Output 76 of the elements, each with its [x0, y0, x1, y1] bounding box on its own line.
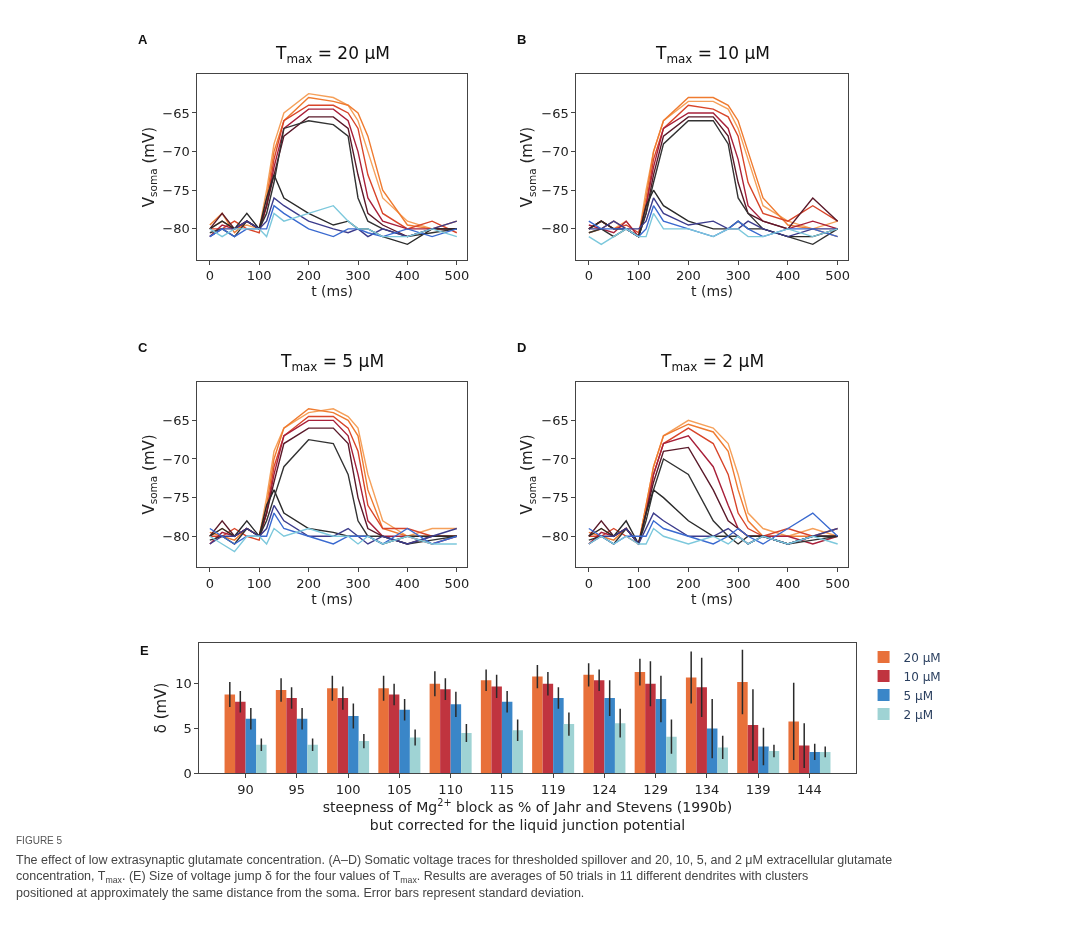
- x-tick-label: 100: [246, 575, 272, 591]
- x-tick-label: 500: [444, 575, 470, 591]
- x-tick-label: 0: [584, 575, 593, 591]
- y-tick-label: −75: [162, 182, 190, 198]
- legend-label: 2 µM: [903, 707, 934, 722]
- x-tick-label: 200: [675, 575, 701, 591]
- x-tick-label: 100: [335, 782, 361, 798]
- text: C: [138, 340, 148, 355]
- x-tick-label: 500: [825, 268, 851, 284]
- chart-title: T$_{max}$ = 2 µM: [660, 351, 765, 374]
- x-tick-label: 300: [725, 575, 751, 591]
- y-tick-label: −65: [541, 412, 569, 428]
- x-tick-label: 0: [205, 575, 214, 591]
- legend-label: 10 µM: [903, 669, 941, 684]
- text: E: [140, 643, 149, 658]
- text: D: [517, 340, 527, 355]
- x-tick-label: 400: [394, 268, 420, 284]
- x-tick-label: 400: [775, 575, 801, 591]
- x-tick-label: 100: [626, 268, 652, 284]
- x-tick-label: 134: [694, 782, 720, 798]
- y-tick-label: −80: [541, 528, 569, 544]
- x-axis-title: t (ms): [691, 283, 733, 300]
- x-tick-label: 90: [237, 782, 254, 798]
- y-tick-label: −65: [541, 105, 569, 121]
- y-axis-title: δ (mV): [152, 682, 171, 734]
- legend-label: 20 µM: [903, 650, 941, 665]
- x-tick-label: 115: [489, 782, 515, 798]
- y-tick-label: 5: [183, 721, 192, 737]
- x-tick-label: 500: [444, 268, 470, 284]
- chart-title: T$_{max}$ = 5 µM: [280, 351, 385, 374]
- chart-title: T$_{max}$ = 20 µM: [275, 43, 390, 66]
- x-axis-title: t (ms): [311, 590, 353, 607]
- x-tick-label: 400: [394, 575, 420, 591]
- y-tick-label: −70: [162, 144, 190, 160]
- x-tick-label: 400: [775, 268, 801, 284]
- x-tick-label: 0: [205, 268, 214, 284]
- x-tick-label: 100: [626, 575, 652, 591]
- x-tick-label: 300: [725, 268, 751, 284]
- caption: FIGURE 5: [16, 835, 63, 846]
- x-tick-label: 200: [296, 575, 322, 591]
- legend-label: 5 µM: [903, 688, 934, 703]
- y-tick-label: −70: [162, 451, 190, 467]
- x-axis-title: t (ms): [691, 590, 733, 607]
- x-tick-label: 139: [745, 782, 771, 798]
- x-axis-title: t (ms): [311, 283, 353, 300]
- y-tick-label: −80: [162, 221, 190, 237]
- text: The effect of low extrasynaptic glutamate concentration. (A–D) Somatic voltage traces for thresholded spillover and 20, 10, 5, and 2 μM extracellular glutamate concentration, T$_{max}$. (E) Size of voltage jump δ for the four values of T$_{max}$. Results are averages of 50 trials in 11 different dendrites with clusters positioned at approximately the same distance from the soma. Error bars represent standard deviation.: [16, 853, 893, 900]
- x-tick-label: 95: [288, 782, 306, 798]
- x-tick-label: 129: [643, 782, 669, 798]
- x-tick-label: 0: [584, 268, 593, 284]
- y-tick-label: −70: [541, 451, 569, 467]
- y-tick-label: −80: [162, 528, 190, 544]
- y-tick-label: −80: [541, 221, 569, 237]
- x-tick-label: 105: [386, 782, 412, 798]
- text: B: [517, 32, 527, 47]
- y-tick-label: 0: [183, 765, 192, 781]
- x-tick-label: 300: [345, 268, 371, 284]
- x-tick-label: 300: [345, 575, 371, 591]
- y-tick-label: −70: [541, 144, 569, 160]
- x-tick-label: 200: [675, 268, 701, 284]
- y-tick-label: −75: [162, 490, 190, 506]
- x-axis-title: steepness of Mg$^{2+}$ block as % of Jahr and Stevens (1990b) but corrected for the liquid junction potential: [322, 797, 733, 834]
- x-tick-label: 124: [592, 782, 617, 798]
- chart-title: T$_{max}$ = 10 µM: [655, 43, 770, 66]
- x-tick-label: 200: [296, 268, 322, 284]
- y-tick-label: 10: [175, 676, 192, 692]
- x-tick-label: 500: [825, 575, 851, 591]
- y-tick-label: −65: [162, 105, 190, 121]
- x-tick-label: 119: [540, 782, 566, 798]
- y-tick-label: −75: [541, 490, 569, 506]
- text: A: [138, 32, 148, 47]
- y-tick-label: −75: [541, 182, 569, 198]
- x-tick-label: 100: [246, 268, 272, 284]
- y-tick-label: −65: [162, 412, 190, 428]
- x-tick-label: 110: [438, 782, 464, 798]
- x-tick-label: 144: [797, 782, 822, 798]
